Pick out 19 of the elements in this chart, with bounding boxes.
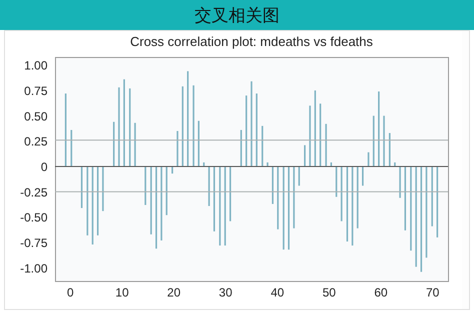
y-tick-label: 0.50 xyxy=(24,109,48,124)
x-tick-label: 50 xyxy=(322,286,336,300)
y-tick-label: -0.25 xyxy=(20,185,48,200)
y-tick-label: 0.25 xyxy=(24,134,48,149)
x-tick-label: 70 xyxy=(426,286,440,300)
y-tick-label: -1.00 xyxy=(20,261,48,276)
x-tick-label: 40 xyxy=(270,286,284,300)
x-tick-label: 0 xyxy=(66,286,74,300)
x-tick-label: 10 xyxy=(115,286,130,300)
x-tick-label: 20 xyxy=(167,286,181,300)
y-tick-label: 1.00 xyxy=(24,58,48,73)
y-tick-label: -0.50 xyxy=(20,210,48,225)
x-tick-label: 60 xyxy=(374,286,388,300)
y-tick-label: 0 xyxy=(40,160,48,174)
y-tick-label: -0.75 xyxy=(20,236,48,250)
chart-subtitle: Cross correlation plot: mdeaths vs fdeaths xyxy=(130,34,374,49)
y-tick-label: 0.75 xyxy=(24,84,48,98)
chart-title: 交叉相关图 xyxy=(0,0,474,30)
x-tick-label: 30 xyxy=(218,286,233,300)
